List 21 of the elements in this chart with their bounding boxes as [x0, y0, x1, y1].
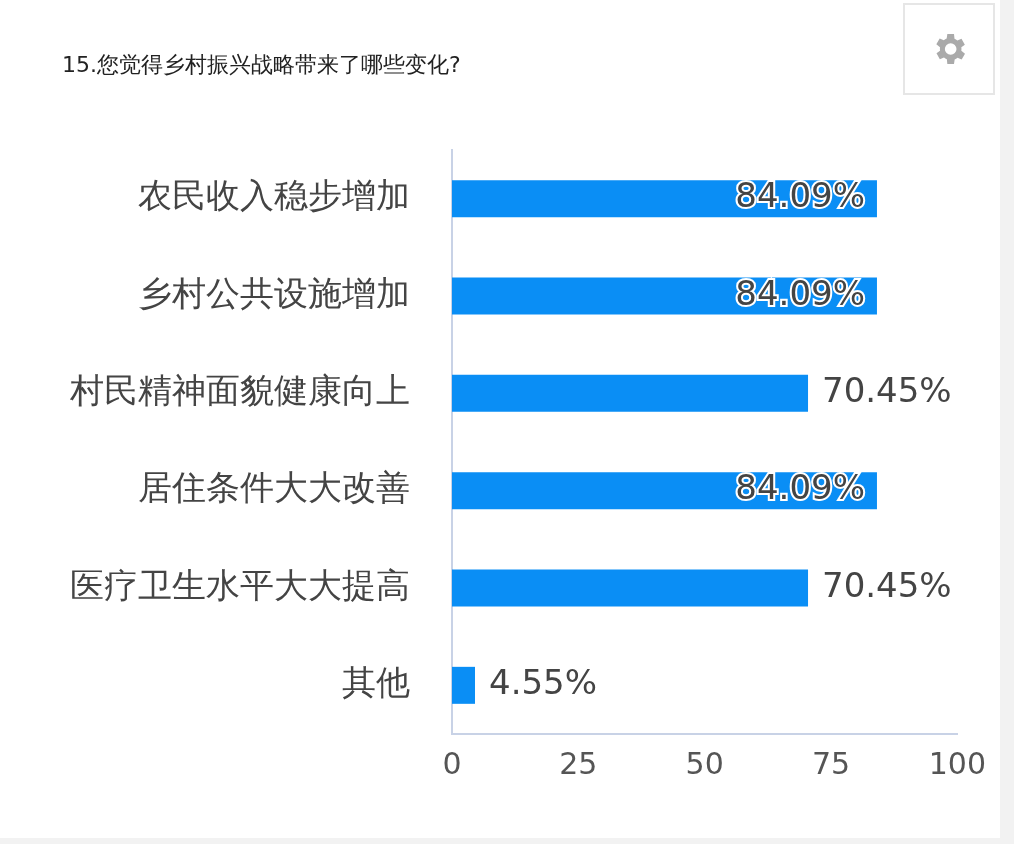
y-tick-label: 医疗卫生水平大大提高	[70, 564, 410, 605]
y-tick-label: 其他	[342, 662, 410, 703]
bar	[452, 374, 809, 412]
y-tick-label: 农民收入稳步增加	[138, 175, 410, 216]
data-label: 70.45%	[822, 370, 952, 411]
data-label: 84.09%	[735, 175, 865, 216]
bar	[452, 569, 809, 607]
y-tick-label: 村民精神面貌健康向上	[69, 370, 410, 411]
y-tick-label: 乡村公共设施增加	[138, 272, 410, 313]
x-tick-label: 50	[685, 745, 724, 781]
data-label: 84.09%	[735, 467, 865, 508]
data-label: 70.45%	[822, 564, 952, 605]
x-tick-label: 75	[811, 745, 851, 781]
x-tick-label: 25	[559, 745, 598, 781]
x-tick-label: 100	[928, 745, 986, 781]
data-label: 4.55%	[488, 662, 598, 703]
bar	[452, 666, 475, 704]
x-tick-label: 0	[442, 745, 462, 781]
text: 15.您觉得乡村振兴战略带来了哪些变化?	[62, 51, 461, 77]
data-label: 84.09%	[735, 272, 865, 313]
y-tick-label: 居住条件大大改善	[138, 467, 410, 508]
